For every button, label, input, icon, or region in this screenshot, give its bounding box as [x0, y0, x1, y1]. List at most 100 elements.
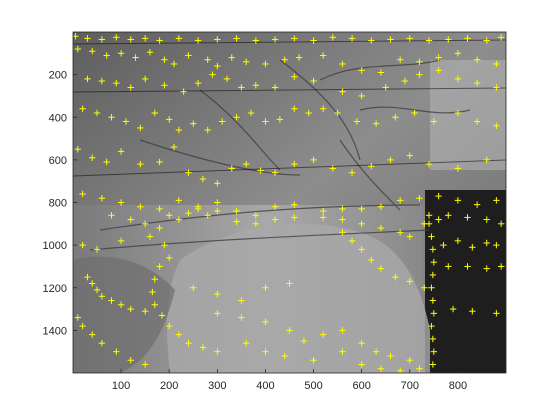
data-point [358, 246, 365, 253]
data-point [89, 154, 96, 161]
data-point [158, 312, 166, 319]
data-point [300, 337, 308, 345]
data-point [377, 265, 385, 272]
data-point [464, 263, 471, 270]
data-point [103, 52, 110, 59]
data-point [286, 327, 293, 334]
data-point [146, 233, 154, 240]
data-point [411, 109, 418, 117]
data-point [454, 50, 462, 57]
data-point [262, 284, 269, 291]
data-point [108, 212, 115, 219]
data-point [329, 165, 336, 172]
data-point [156, 37, 163, 44]
data-point [93, 286, 101, 294]
data-point [339, 205, 346, 213]
data-point [175, 331, 183, 338]
data-point [156, 224, 163, 232]
data-point [377, 69, 385, 76]
data-point [204, 56, 211, 63]
data-point [310, 357, 317, 364]
data-point [276, 116, 284, 123]
data-point [396, 56, 404, 63]
data-point [141, 307, 149, 315]
data-point [204, 126, 211, 134]
y-tick-label: 1200 [43, 283, 67, 295]
data-point [281, 352, 288, 360]
data-point [103, 158, 110, 166]
data-point [430, 118, 438, 125]
data-point [387, 352, 394, 360]
data-point [435, 216, 442, 223]
data-point [117, 148, 125, 155]
data-point [141, 75, 149, 83]
data-point [358, 220, 365, 228]
data-point [252, 220, 260, 228]
data-point [368, 37, 375, 44]
data-point [377, 203, 385, 210]
data-point [122, 118, 130, 125]
data-point [358, 205, 365, 213]
data-point [214, 62, 221, 70]
x-tick-label: 300 [208, 380, 226, 392]
data-point [358, 92, 365, 100]
data-point [243, 339, 250, 347]
data-point [185, 52, 192, 59]
data-point [305, 109, 312, 117]
data-point [497, 34, 505, 41]
data-point [166, 212, 173, 219]
data-point [247, 109, 255, 117]
data-point [98, 77, 106, 85]
data-point [214, 180, 221, 187]
data-point [416, 365, 423, 372]
data-point [429, 246, 437, 253]
data-point [339, 327, 346, 334]
data-point [310, 156, 317, 164]
data-point [454, 75, 462, 83]
data-point [243, 160, 250, 168]
data-point [348, 169, 356, 176]
data-point [117, 301, 125, 308]
data-point [454, 109, 462, 117]
data-point [425, 220, 433, 228]
data-point [281, 56, 288, 63]
y-tick-label: 1400 [43, 325, 67, 337]
data-point [271, 203, 279, 210]
data-point [435, 54, 442, 61]
data-point [353, 118, 361, 125]
data-point [483, 265, 490, 272]
data-point [449, 305, 457, 313]
data-point [425, 37, 433, 44]
data-point [445, 36, 452, 43]
data-point [233, 218, 240, 225]
data-point [358, 339, 365, 347]
data-point [339, 88, 346, 95]
data-point [319, 207, 327, 215]
data-point [127, 357, 134, 364]
data-point [396, 197, 404, 204]
data-point [209, 71, 216, 78]
data-point [382, 84, 389, 91]
data-point [74, 314, 82, 321]
x-tick-label: 200 [160, 380, 178, 392]
data-point [429, 297, 437, 304]
data-point [141, 35, 149, 42]
data-point [233, 207, 240, 215]
data-point [132, 54, 139, 61]
data-point [214, 290, 221, 298]
data-point [185, 209, 192, 217]
data-point [392, 273, 399, 281]
data-point [117, 199, 125, 206]
data-point [84, 35, 91, 42]
data-point [214, 348, 221, 355]
data-point [175, 197, 183, 204]
data-point [464, 214, 471, 221]
data-point [440, 241, 447, 249]
data-point [170, 60, 178, 68]
data-point [473, 79, 481, 87]
y-tick-label: 1000 [43, 240, 67, 252]
y-tick-label: 400 [49, 112, 67, 124]
data-point [238, 314, 245, 321]
data-point [295, 54, 303, 61]
data-point [406, 233, 413, 240]
